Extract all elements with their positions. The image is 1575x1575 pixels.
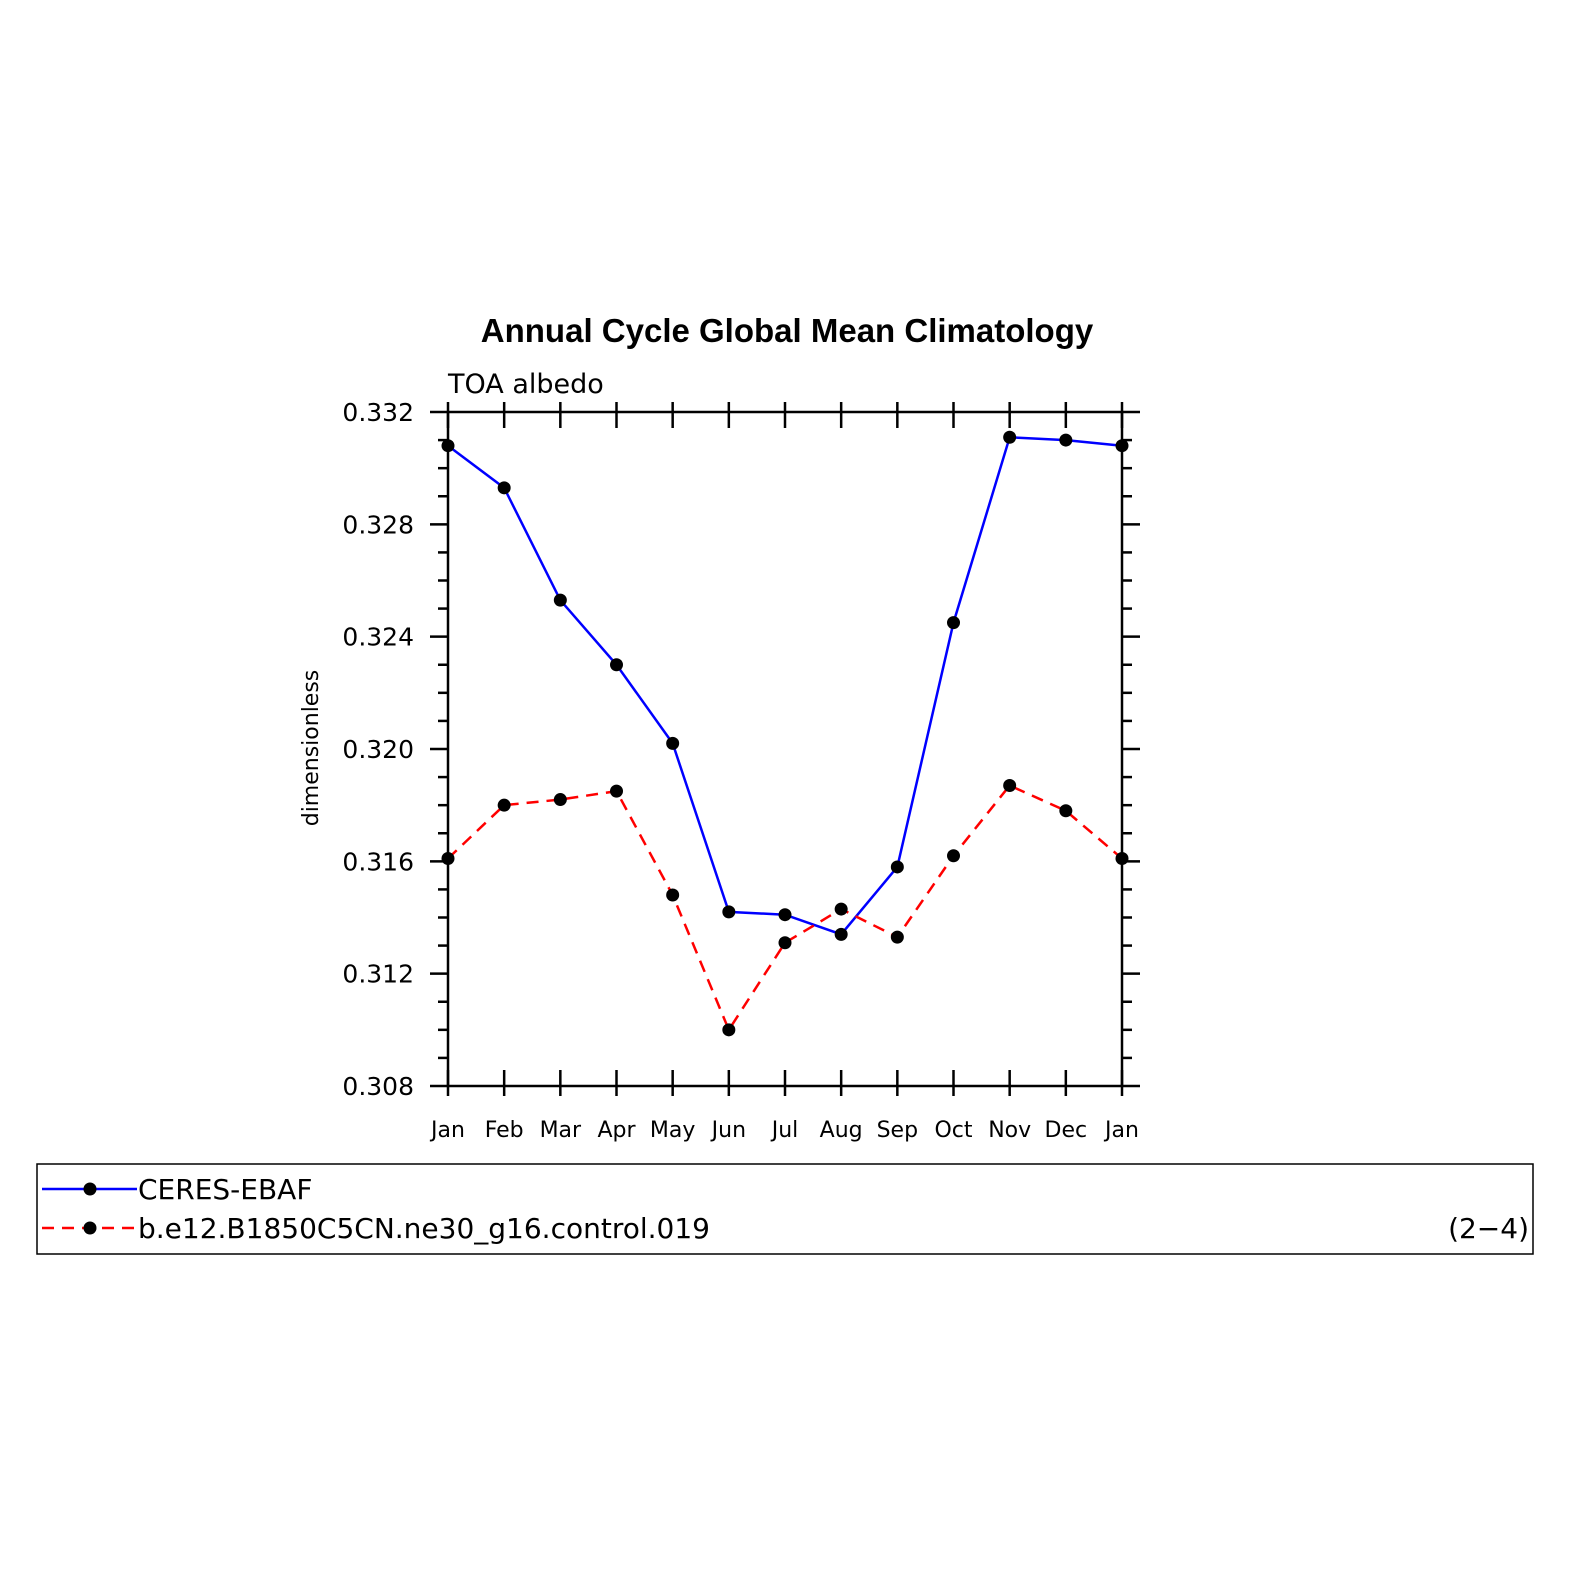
series-1-point bbox=[722, 905, 736, 919]
series-2-point bbox=[778, 936, 792, 950]
x-tick-label: Apr bbox=[597, 1118, 636, 1143]
series-1-point bbox=[834, 927, 848, 941]
x-tick-label: Jan bbox=[429, 1118, 465, 1143]
series-2-point bbox=[947, 849, 960, 863]
series-2-point bbox=[890, 930, 904, 944]
series-1-point bbox=[778, 908, 792, 922]
y-tick-label: 0.332 bbox=[342, 398, 414, 427]
series-2-point bbox=[553, 793, 567, 807]
x-tick-label: Jan bbox=[1103, 1118, 1139, 1143]
plot-frame bbox=[446, 410, 1124, 1088]
y-tick-label: 0.324 bbox=[342, 623, 414, 652]
series-2-point bbox=[1003, 779, 1017, 793]
x-tick-label: Oct bbox=[934, 1118, 972, 1143]
y-tick-label: 0.316 bbox=[342, 847, 414, 876]
series-1-point bbox=[666, 736, 680, 750]
series-1-point bbox=[610, 658, 623, 672]
legend-entries: CERES-EBAF b.e12.B1850C5CN.ne30_g16.contr… bbox=[42, 1173, 710, 1245]
x-tick-label: Aug bbox=[820, 1118, 863, 1143]
legend-marker-1 bbox=[83, 1182, 97, 1196]
series-2-point bbox=[497, 798, 511, 812]
y-tick-label: 0.308 bbox=[342, 1072, 414, 1101]
chart-title: Annual Cycle Global Mean Climatology bbox=[481, 312, 1094, 349]
x-tick-labels: Jan Feb Mar Apr May Jun Jul Aug Sep Oct Nov Dec Jan bbox=[429, 1118, 1139, 1143]
x-tick-label: Sep bbox=[877, 1118, 918, 1143]
legend-box bbox=[36, 1163, 1534, 1255]
series-line-1 bbox=[447, 435, 1123, 936]
series-line-2 bbox=[447, 783, 1123, 1033]
y-tick-labels: 0.308 0.312 0.316 0.320 0.324 0.328 0.332 bbox=[342, 398, 414, 1101]
y-axis-label: dimensionless bbox=[299, 670, 324, 827]
x-tick-label: Jul bbox=[770, 1118, 799, 1143]
y-tick-label: 0.328 bbox=[342, 510, 414, 539]
legend-label-2: b.e12.B1850C5CN.ne30_g16.control.019 bbox=[138, 1212, 710, 1245]
x-tick-label: Nov bbox=[988, 1118, 1031, 1143]
x-tick-label: Dec bbox=[1045, 1118, 1088, 1143]
series-2-point bbox=[610, 784, 623, 798]
y-tick-label: 0.312 bbox=[342, 960, 414, 989]
series-1-point bbox=[890, 860, 904, 874]
legend-marker-2 bbox=[83, 1221, 97, 1235]
series-1-point bbox=[1059, 433, 1073, 447]
series-1-point bbox=[497, 481, 511, 495]
panel-label: (2−4) bbox=[1448, 1212, 1529, 1245]
axis-ticks bbox=[430, 402, 1140, 1096]
x-tick-label: Mar bbox=[540, 1118, 582, 1143]
y-tick-label: 0.320 bbox=[342, 735, 414, 764]
series-1-point bbox=[1003, 430, 1017, 444]
x-tick-label: Feb bbox=[485, 1118, 524, 1143]
series-2-point bbox=[834, 902, 848, 916]
series-2-point bbox=[666, 888, 680, 902]
plot-series bbox=[441, 430, 1129, 1037]
series-1-point bbox=[553, 593, 567, 607]
legend: CERES-EBAF b.e12.B1850C5CN.ne30_g16.contr… bbox=[36, 1163, 1534, 1255]
series-1-point bbox=[947, 616, 960, 630]
x-tick-label: May bbox=[650, 1118, 695, 1143]
x-tick-label: Jun bbox=[710, 1118, 746, 1143]
chart-subtitle: TOA albedo bbox=[447, 369, 604, 400]
series-2-point bbox=[1059, 804, 1073, 818]
legend-label-1: CERES-EBAF bbox=[138, 1173, 312, 1206]
series-2-point bbox=[722, 1023, 736, 1037]
